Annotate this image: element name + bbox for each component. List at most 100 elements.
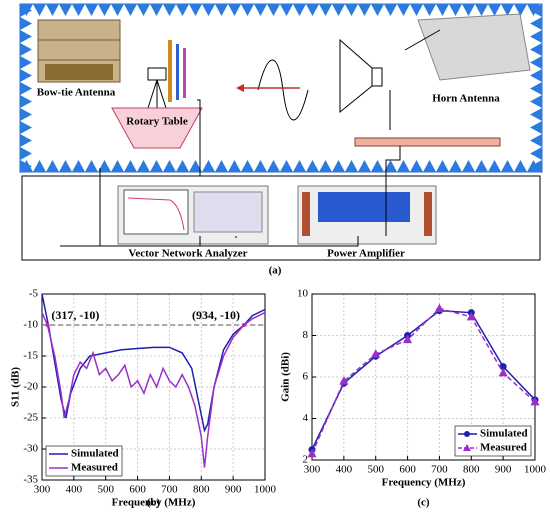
vna-keys <box>193 191 263 233</box>
absorber <box>124 4 137 16</box>
absorber <box>176 4 189 16</box>
absorber <box>371 160 384 172</box>
absorber <box>371 4 384 16</box>
absorber <box>228 160 241 172</box>
absorber <box>280 160 293 172</box>
absorber <box>488 4 501 16</box>
series-line <box>41 311 266 468</box>
absorber <box>20 134 32 147</box>
absorber <box>20 30 32 43</box>
label: Vector Network Analyzer <box>128 248 247 260</box>
element <box>176 44 179 100</box>
absorber <box>530 30 542 43</box>
absorber <box>98 160 111 172</box>
absorber <box>176 160 189 172</box>
absorber <box>293 160 306 172</box>
absorber <box>423 4 436 16</box>
absorber <box>436 4 449 16</box>
absorber <box>137 4 150 16</box>
x-tick-label: 1000 <box>524 464 547 476</box>
absorber <box>397 4 410 16</box>
absorber <box>319 160 332 172</box>
absorber <box>215 160 228 172</box>
absorber <box>514 4 527 16</box>
absorber <box>397 160 410 172</box>
absorber <box>530 108 542 121</box>
pa-screen <box>318 192 410 222</box>
pointer <box>404 29 441 51</box>
absorber <box>530 69 542 82</box>
absorber <box>501 160 514 172</box>
absorber <box>530 17 542 30</box>
absorber <box>319 4 332 16</box>
absorber <box>449 4 462 16</box>
absorber <box>20 108 32 121</box>
absorber <box>345 160 358 172</box>
absorber <box>20 56 32 69</box>
marker <box>307 448 317 458</box>
y-tick-label: -25 <box>23 412 38 424</box>
absorber <box>150 160 163 172</box>
absorber <box>462 160 475 172</box>
absorber <box>59 4 72 16</box>
legend-label: Simulated <box>71 448 119 460</box>
marker <box>530 396 540 406</box>
absorber <box>20 69 32 82</box>
element <box>168 40 172 102</box>
x-tick-label: 300 <box>304 464 321 476</box>
absorber <box>254 4 267 16</box>
y-tick-label: -15 <box>23 350 38 362</box>
absorber <box>72 160 85 172</box>
absorber <box>332 4 345 16</box>
x-tick-label: 400 <box>336 464 353 476</box>
absorber <box>530 43 542 56</box>
x-axis-label: Frequency (MHz) <box>112 497 196 509</box>
absorber <box>20 121 32 134</box>
absorber <box>530 56 542 69</box>
y-tick-label: 6 <box>303 371 309 383</box>
y-tick-label: -35 <box>23 474 38 486</box>
absorber <box>267 4 280 16</box>
arrow-head <box>236 84 244 92</box>
series-line <box>311 307 536 455</box>
caption: (c) <box>417 497 430 509</box>
absorber <box>111 160 124 172</box>
leg <box>156 79 167 109</box>
absorber <box>124 160 137 172</box>
x-tick-label: 900 <box>495 464 512 476</box>
absorber <box>137 160 150 172</box>
absorber <box>514 160 527 172</box>
horn-photo <box>417 13 531 81</box>
absorber <box>20 4 32 17</box>
absorber <box>72 4 85 16</box>
rotary-table <box>111 40 203 149</box>
legend-label: Measured <box>480 442 527 454</box>
bowtie-model <box>37 19 121 83</box>
x-tick-label: 900 <box>225 484 242 496</box>
absorber <box>530 134 542 147</box>
x-tick-label: 1000 <box>254 484 277 496</box>
y-tick-label: -5 <box>29 288 39 300</box>
legend-marker <box>464 431 470 437</box>
absorber <box>306 160 319 172</box>
absorber <box>358 4 371 16</box>
y-axis-label: S11 (dB) <box>10 367 22 407</box>
absorber <box>85 160 98 172</box>
absorber <box>20 160 32 173</box>
absorber <box>20 147 32 160</box>
label: Horn Antenna <box>432 93 500 105</box>
absorber <box>85 4 98 16</box>
absorber <box>228 4 241 16</box>
annotation: (317, -10) <box>51 308 99 322</box>
absorber <box>306 4 319 16</box>
absorber <box>111 4 124 16</box>
y-tick-label: -30 <box>23 443 38 455</box>
label: Bow-tie Antenna <box>37 87 116 99</box>
absorber <box>293 4 306 16</box>
x-tick-label: 400 <box>66 484 83 496</box>
absorber <box>150 4 163 16</box>
caption: (a) <box>269 265 282 277</box>
absorber <box>332 160 345 172</box>
y-tick-label: 4 <box>303 412 309 424</box>
